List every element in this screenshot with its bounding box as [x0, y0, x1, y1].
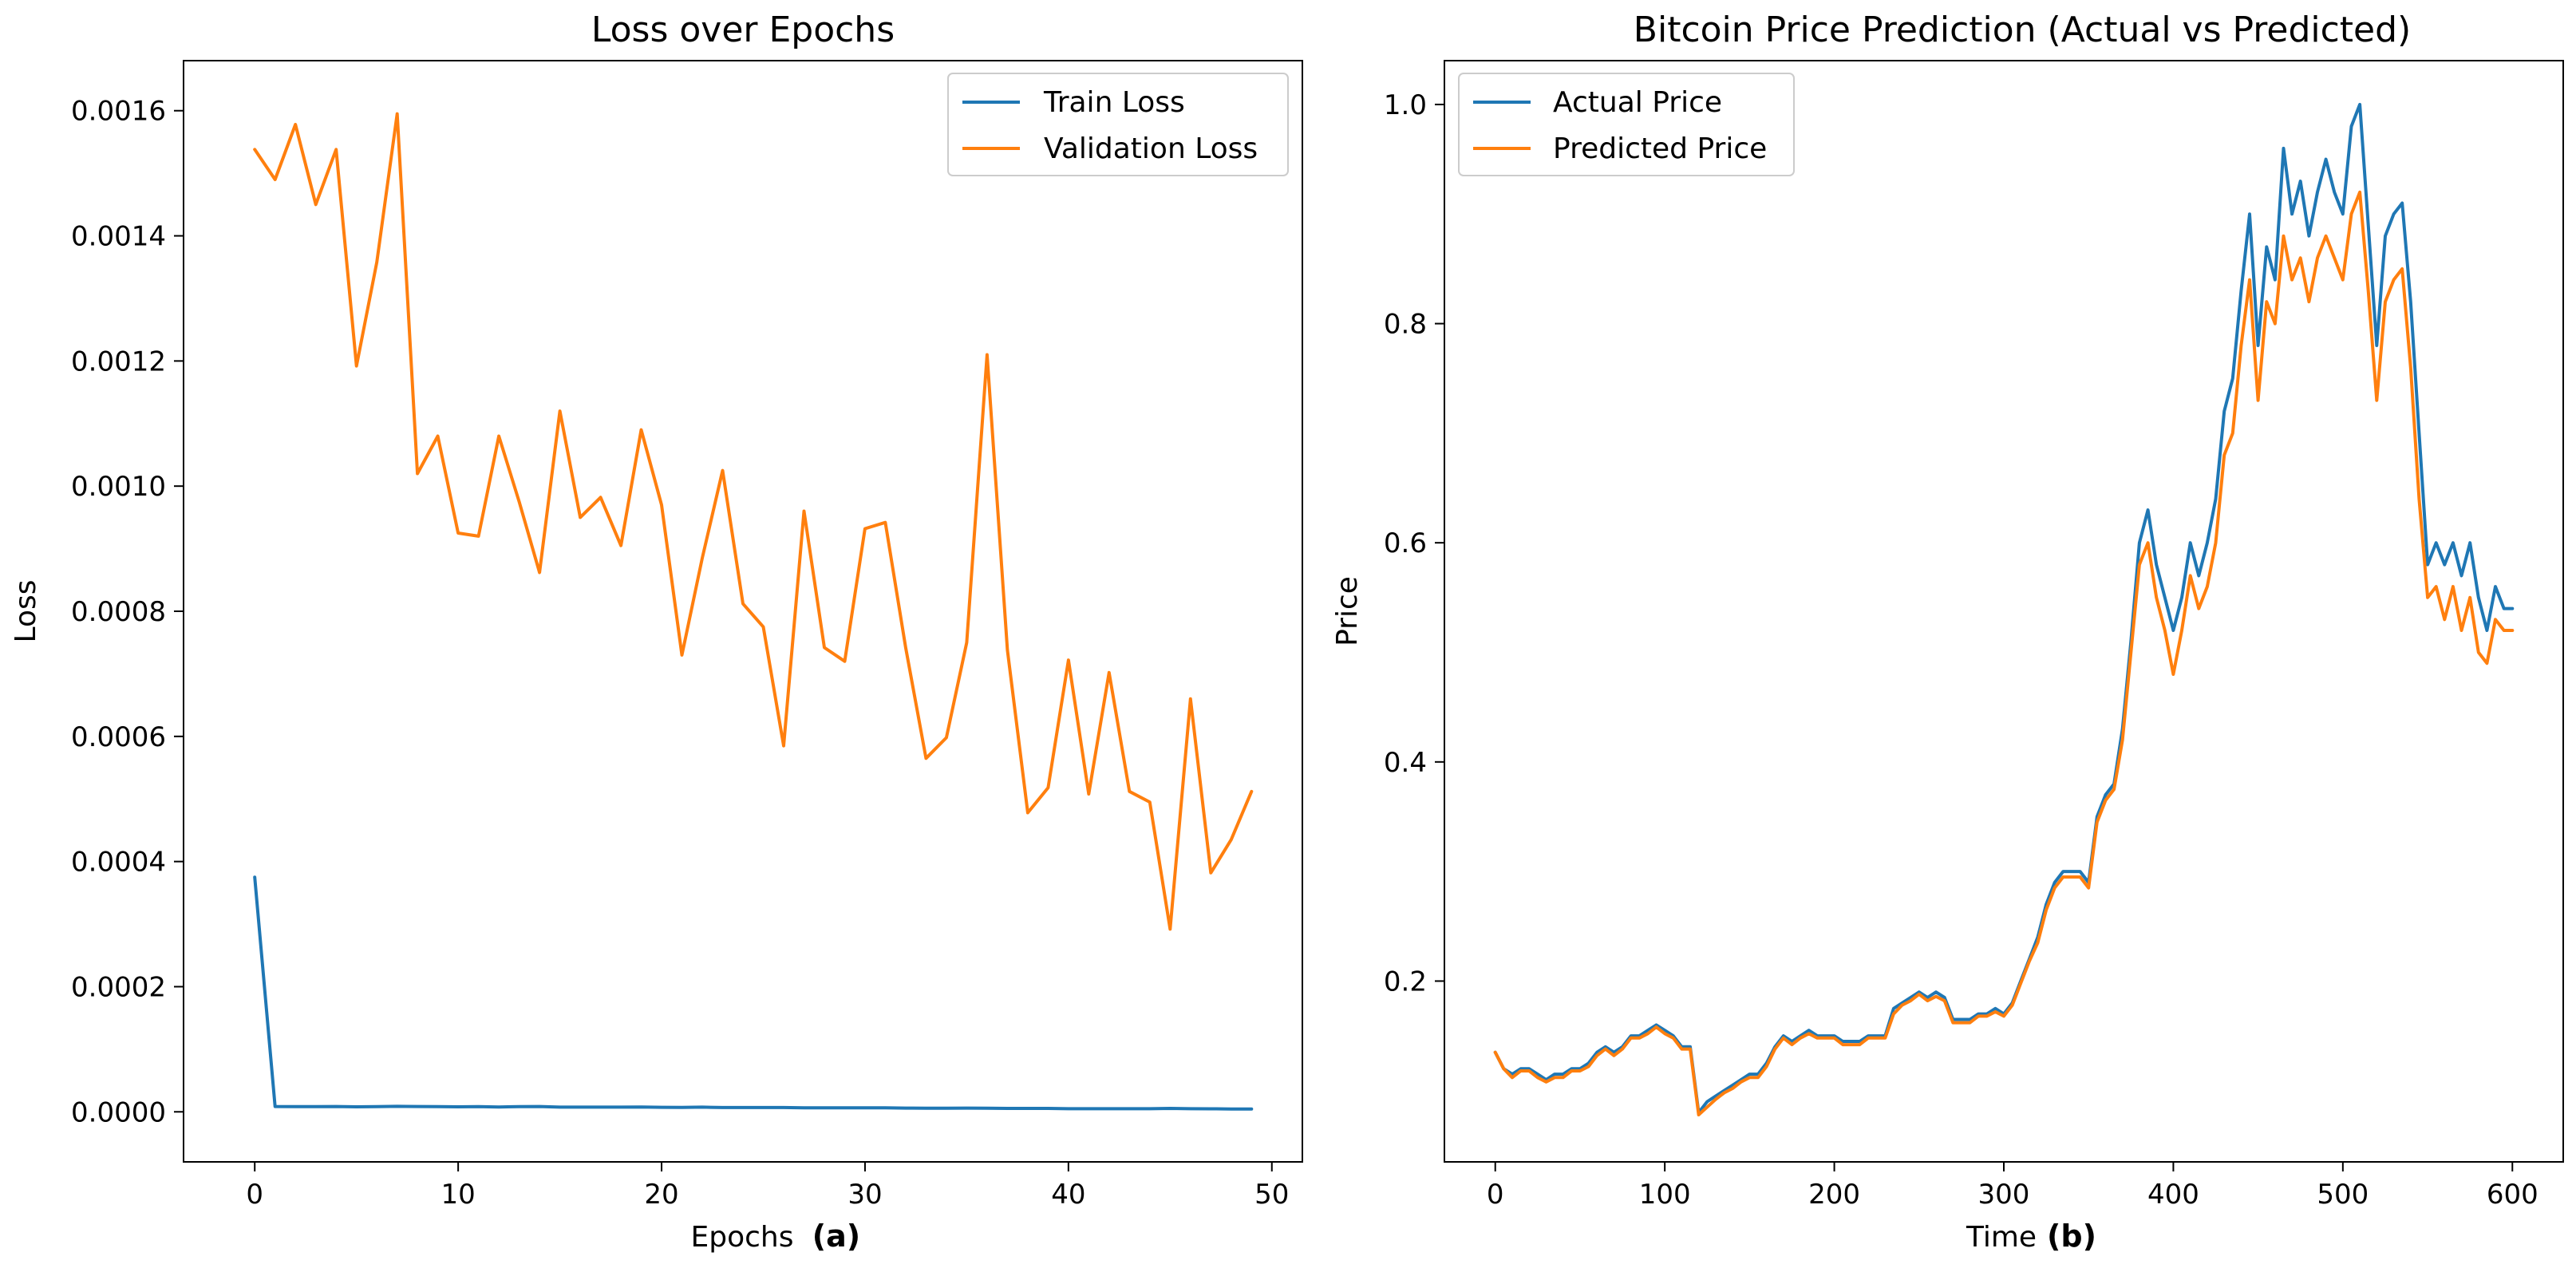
- y-tick-label: 0.0010: [71, 471, 166, 503]
- legend-label-train-loss: Train Loss: [1043, 86, 1185, 119]
- y-tick-label: 0.6: [1384, 527, 1427, 559]
- x-tick-label: 0: [246, 1179, 263, 1211]
- series-line-validation-loss: [253, 112, 1254, 931]
- legend-box-price: [1458, 73, 1795, 176]
- y-axis-label-loss: Loss: [10, 580, 42, 643]
- legend-label-actual-price: Actual Price: [1553, 86, 1722, 119]
- y-tick-label: 0.0006: [71, 721, 166, 753]
- chart-title-loss: Loss over Epochs: [591, 10, 895, 50]
- y-tick-label: 0.0004: [71, 847, 166, 879]
- chart-title-bitcoin: Bitcoin Price Prediction (Actual vs Pred…: [1634, 10, 2411, 50]
- subfigure-label-b: (b): [2047, 1219, 2096, 1254]
- y-tick-label: 0.0016: [71, 96, 166, 128]
- x-tick-label: 0: [1487, 1179, 1504, 1211]
- y-tick-label: 0.0012: [71, 346, 166, 377]
- price-y-ticks: 0.2 0.4 0.6 0.8 1.0: [1384, 89, 1444, 997]
- y-tick-label: 0.0000: [71, 1096, 166, 1128]
- y-tick-label: 1.0: [1384, 89, 1427, 121]
- x-tick-label: 200: [1808, 1179, 1860, 1211]
- legend-price: Actual Price Predicted Price: [1458, 73, 1795, 176]
- x-tick-label: 40: [1051, 1179, 1085, 1211]
- loss-series-lines: [253, 112, 1254, 1111]
- x-tick-label: 300: [1978, 1179, 2030, 1211]
- legend-label-predicted-price: Predicted Price: [1553, 132, 1767, 165]
- series-line-predicted-price: [1493, 190, 2515, 1116]
- y-tick-label: 0.4: [1384, 747, 1427, 779]
- y-tick-label: 0.0008: [71, 596, 166, 628]
- x-axis-label-loss: Epochs: [691, 1221, 794, 1254]
- x-tick-label: 20: [644, 1179, 678, 1211]
- loss-x-ticks: 0 10 20 30 40 50: [246, 1162, 1289, 1211]
- price-x-ticks: 0 100 200 300 400 500 600: [1487, 1162, 2538, 1211]
- loss-y-ticks: 0.0000 0.0002 0.0004 0.0006 0.0008 0.0010 0.00…: [71, 96, 184, 1128]
- chart-bitcoin-price-prediction: Bitcoin Price Prediction (Actual vs Pred…: [1331, 10, 2564, 1254]
- x-tick-label: 30: [847, 1179, 882, 1211]
- y-axis-label-price: Price: [1331, 576, 1364, 646]
- y-tick-label: 0.0002: [71, 971, 166, 1003]
- x-tick-label: 400: [2147, 1179, 2199, 1211]
- x-tick-label: 600: [2487, 1179, 2538, 1211]
- x-tick-label: 10: [441, 1179, 475, 1211]
- series-line-train-loss: [253, 875, 1254, 1111]
- y-tick-label: 0.8: [1384, 309, 1427, 341]
- legend-loss: Train Loss Validation Loss: [947, 73, 1289, 176]
- chart-loss-over-epochs: Loss over Epochs 0 10 20 30 40 50 0.00000.000…: [10, 10, 1303, 1254]
- x-axis-label-price: Time: [1966, 1221, 2037, 1254]
- x-tick-label: 50: [1254, 1179, 1289, 1211]
- legend-label-validation-loss: Validation Loss: [1044, 132, 1258, 165]
- x-tick-label: 100: [1639, 1179, 1691, 1211]
- x-tick-label: 500: [2317, 1179, 2369, 1211]
- y-tick-label: 0.2: [1384, 966, 1427, 997]
- subfigure-label-a: (a): [812, 1219, 860, 1254]
- price-series-lines: [1493, 102, 2515, 1116]
- y-tick-label: 0.0014: [71, 221, 166, 253]
- legend-box-loss: [947, 73, 1289, 176]
